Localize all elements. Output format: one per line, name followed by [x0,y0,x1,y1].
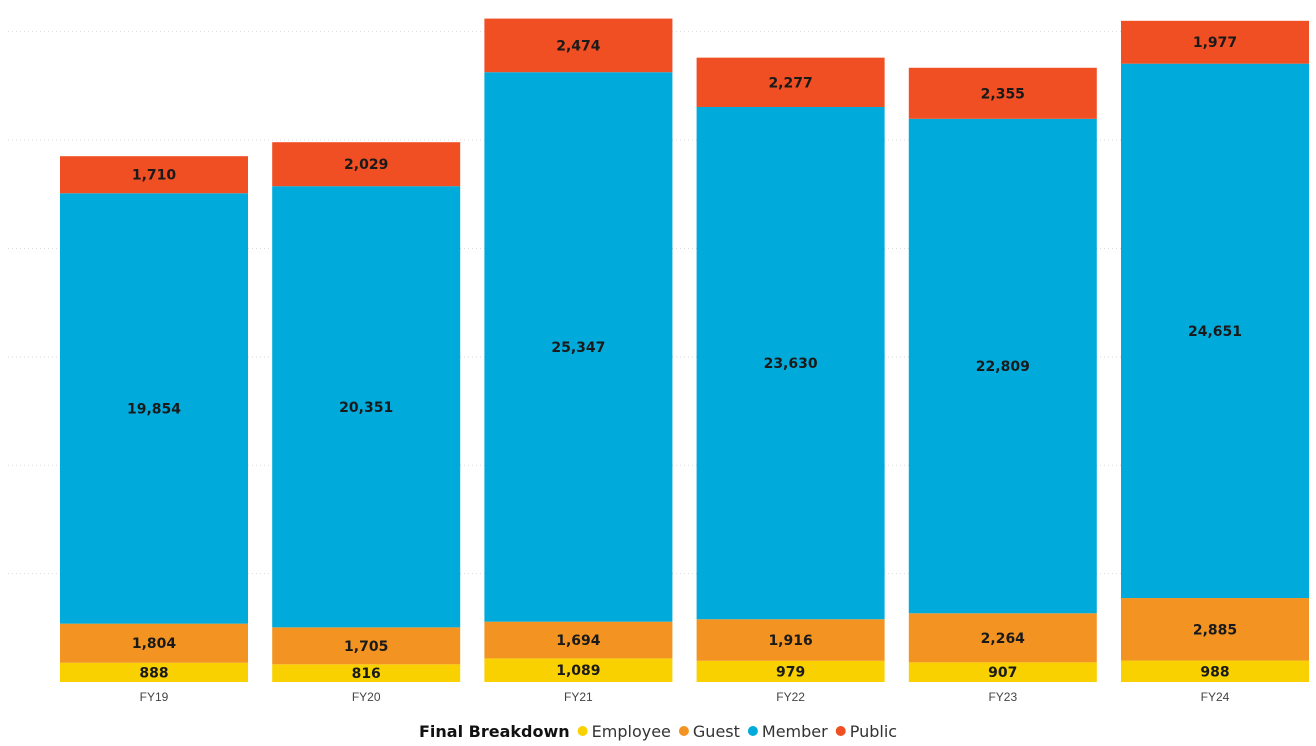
data-label-public-fy19: 1,710 [132,168,177,184]
bar-segment-guest-fy23[interactable] [908,613,1097,663]
bar-segment-public-fy23[interactable] [908,67,1097,119]
bar-segment-employee-fy23[interactable] [908,662,1097,682]
data-label-public-fy21: 2,474 [556,38,601,54]
bars [60,18,1309,682]
bar-segment-member-fy20[interactable] [272,186,461,628]
data-label-member-fy21: 25,347 [551,340,605,356]
legend-title: Final Breakdown [419,722,570,741]
legend-marker-employee [577,726,588,736]
legend-item-public[interactable]: Public [835,722,897,741]
data-label-public-fy20: 2,029 [344,157,388,173]
data-labels: 888 1,804 19,854 1,710 816 1,705 20,351 2,029 1,… [127,35,1242,682]
legend-marker-public [835,726,846,736]
legend-item-guest[interactable]: Guest [678,722,740,741]
bar-segment-member-fy22[interactable] [696,107,885,620]
bar-segment-member-fy24[interactable] [1121,63,1309,599]
legend-item-employee[interactable]: Employee [577,722,671,741]
data-label-guest-fy19: 1,804 [132,636,177,652]
data-label-public-fy22: 2,277 [768,75,812,91]
x-tick-label-fy23: FY23 [988,690,1017,704]
data-label-guest-fy21: 1,694 [556,633,601,649]
legend-label-member: Member [762,722,828,741]
x-axis-tick-labels: FY19 FY20 FY21 FY22 FY23 FY24 [140,690,1230,704]
data-label-public-fy23: 2,355 [981,86,1025,102]
legend-label-public: Public [850,722,897,741]
data-label-guest-fy24: 2,885 [1193,622,1237,638]
bar-segment-guest-fy19[interactable] [60,623,248,663]
legend: Final Breakdown Employee Guest Member Publi… [419,722,897,741]
data-label-guest-fy20: 1,705 [344,639,388,655]
data-label-employee-fy21: 1,089 [556,663,600,679]
data-label-employee-fy22: 979 [776,664,805,680]
bar-segment-public-fy20[interactable] [272,142,461,187]
legend-marker-member [747,726,758,736]
bar-segment-member-fy19[interactable] [60,193,248,624]
data-label-member-fy24: 24,651 [1188,324,1242,340]
data-label-employee-fy19: 888 [139,665,168,681]
bar-segment-guest-fy21[interactable] [484,621,673,659]
x-tick-label-fy24: FY24 [1201,690,1230,704]
data-label-member-fy20: 20,351 [339,400,393,416]
bar-segment-member-fy21[interactable] [484,72,673,622]
data-label-member-fy23: 22,809 [976,359,1030,375]
bar-segment-member-fy23[interactable] [908,118,1097,614]
data-label-employee-fy23: 907 [988,665,1017,681]
x-tick-label-fy22: FY22 [776,690,805,704]
x-tick-label-fy21: FY21 [564,690,593,704]
x-tick-label-fy19: FY19 [140,690,169,704]
bar-segment-guest-fy24[interactable] [1121,598,1309,661]
bar-segment-public-fy24[interactable] [1121,20,1309,64]
legend-label-guest: Guest [693,722,740,741]
bar-segment-employee-fy21[interactable] [484,658,673,682]
bar-segment-employee-fy24[interactable] [1121,660,1309,682]
legend-marker-guest [678,726,689,736]
x-tick-label-fy20: FY20 [352,690,381,704]
legend-items: Employee Guest Member Public [577,722,897,741]
data-label-public-fy24: 1,977 [1193,35,1237,51]
bar-segment-public-fy22[interactable] [696,57,885,108]
bar-segment-employee-fy19[interactable] [60,662,248,682]
legend-item-member[interactable]: Member [747,722,828,741]
data-label-employee-fy20: 816 [352,666,381,682]
bar-segment-employee-fy20[interactable] [272,664,461,682]
bar-segment-guest-fy20[interactable] [272,627,461,665]
data-label-guest-fy23: 2,264 [981,631,1026,647]
bar-segment-employee-fy22[interactable] [696,660,885,682]
legend-label-employee: Employee [592,722,671,741]
bar-segment-public-fy21[interactable] [484,18,673,73]
data-label-employee-fy24: 988 [1200,664,1229,680]
data-label-member-fy19: 19,854 [127,401,181,417]
data-label-member-fy22: 23,630 [764,356,818,372]
bar-segment-public-fy19[interactable] [60,156,248,194]
data-label-guest-fy22: 1,916 [768,633,812,649]
bar-segment-guest-fy22[interactable] [696,619,885,661]
